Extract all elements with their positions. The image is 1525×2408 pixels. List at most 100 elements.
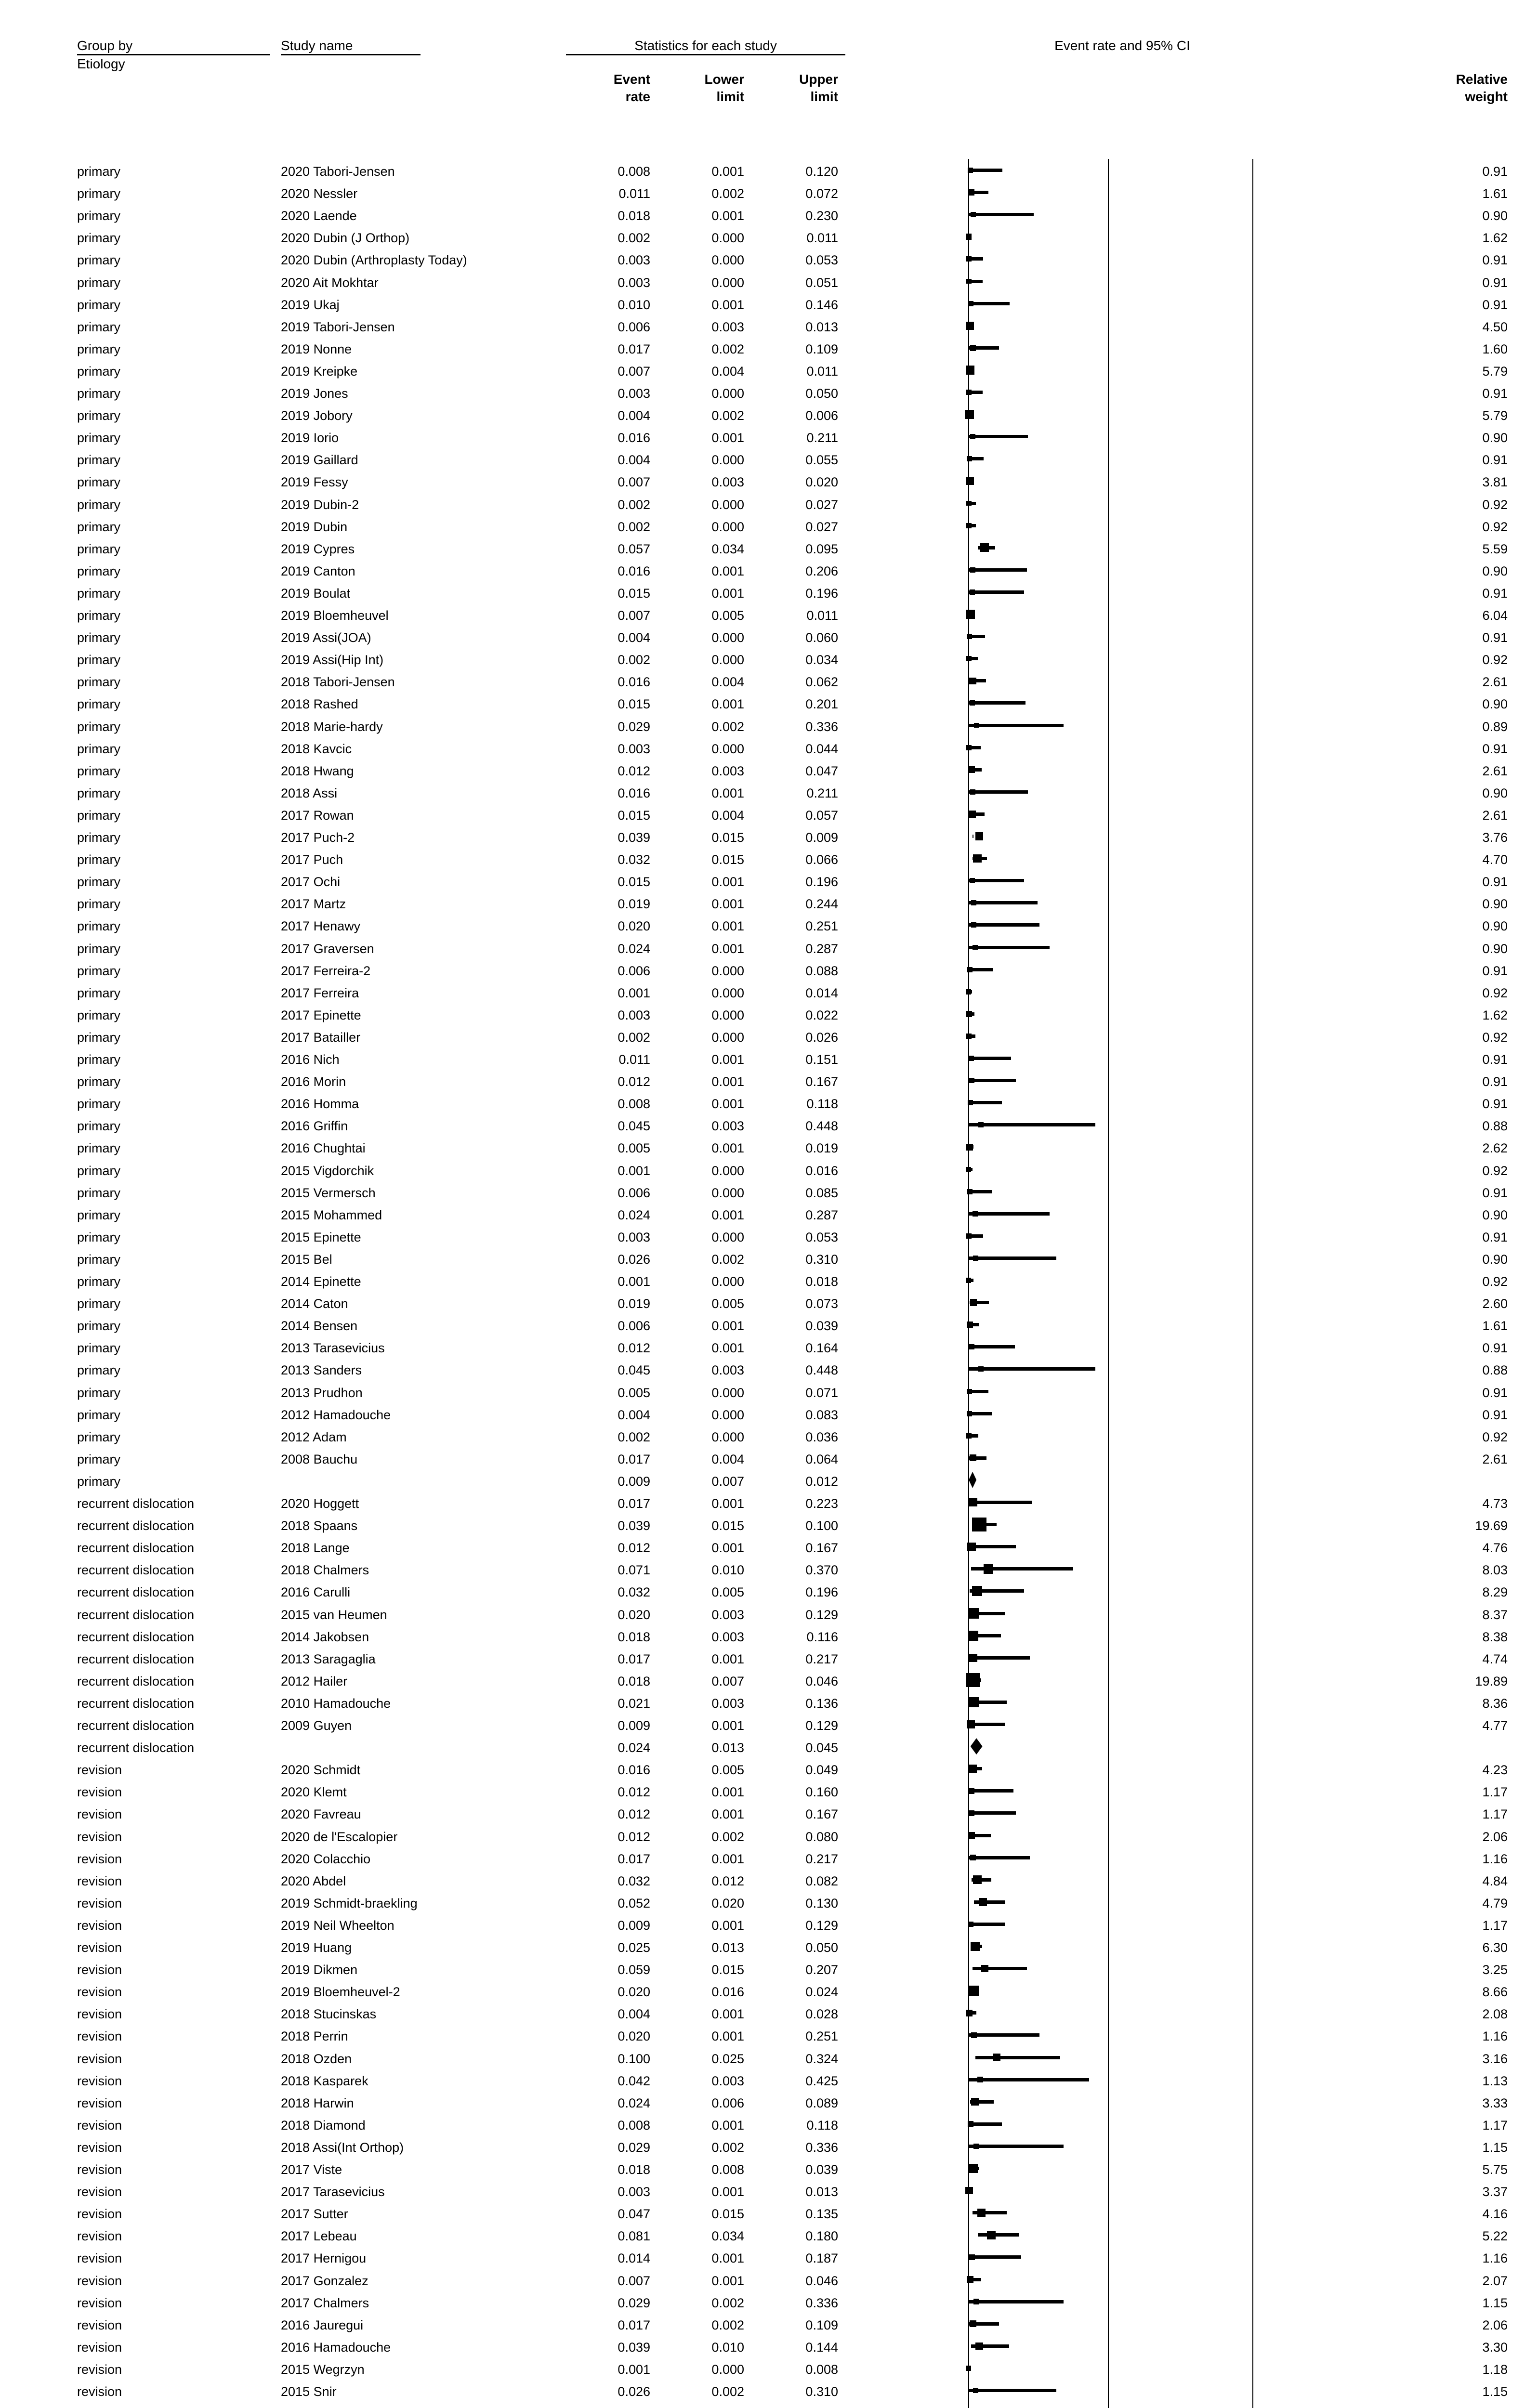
row-upper-limit: 0.050 xyxy=(805,386,838,401)
row-event-rate: 0.012 xyxy=(618,1541,650,1556)
point-estimate-marker xyxy=(968,168,973,173)
forest-row xyxy=(968,1780,1276,1802)
forest-row xyxy=(968,2157,1276,2179)
row-study-name: 2017 Sutter xyxy=(281,2207,348,2222)
forest-row xyxy=(965,225,1276,248)
confidence-interval-line xyxy=(968,2255,1022,2259)
forest-row xyxy=(968,581,1276,603)
row-lower-limit: 0.015 xyxy=(711,1518,744,1533)
lower-limit-header-line1: Lower xyxy=(704,72,744,87)
table-row: primary 2019 Canton 0.016 0.001 0.206 0.90 xyxy=(0,560,1525,582)
table-row: primary 2014 Caton 0.019 0.005 0.073 2.60 xyxy=(0,1293,1525,1315)
row-event-rate: 0.026 xyxy=(618,2384,650,2399)
point-estimate-marker xyxy=(966,1278,972,1283)
row-upper-limit: 0.082 xyxy=(805,1873,838,1888)
row-group-label: revision xyxy=(77,1963,122,1977)
point-estimate-marker xyxy=(970,700,975,706)
row-lower-limit: 0.003 xyxy=(711,475,744,490)
point-estimate-marker xyxy=(969,677,976,684)
forest-row xyxy=(966,314,1276,337)
row-group-label: revision xyxy=(77,2273,122,2288)
row-upper-limit: 0.085 xyxy=(805,1185,838,1200)
row-group-label: recurrent dislocation xyxy=(77,1607,195,1622)
row-group-label: revision xyxy=(77,1785,122,1800)
row-study-name: 2020 Abdel xyxy=(281,1873,346,1888)
row-upper-limit: 0.244 xyxy=(805,897,838,912)
row-group-label: primary xyxy=(77,1097,121,1112)
forest-row xyxy=(967,958,1276,981)
row-event-rate: 0.002 xyxy=(618,1429,650,1444)
row-relative-weight: 8.38 xyxy=(1482,1629,1508,1644)
row-lower-limit: 0.001 xyxy=(711,2273,744,2288)
row-lower-limit: 0.001 xyxy=(711,1052,744,1067)
row-upper-limit: 0.167 xyxy=(805,1807,838,1822)
row-upper-limit: 0.055 xyxy=(805,453,838,468)
row-group-label: primary xyxy=(77,719,121,734)
row-upper-limit: 0.187 xyxy=(805,2251,838,2266)
row-relative-weight: 1.17 xyxy=(1482,1785,1508,1800)
row-lower-limit: 0.001 xyxy=(711,941,744,956)
forest-row xyxy=(968,1113,1276,1136)
row-group-label: revision xyxy=(77,1896,122,1911)
row-group-label: primary xyxy=(77,497,121,512)
row-event-rate: 0.004 xyxy=(618,408,650,423)
row-study-name: 2019 Bloemheuvel-2 xyxy=(281,1985,400,2000)
row-relative-weight: 3.81 xyxy=(1482,475,1508,490)
row-relative-weight: 2.61 xyxy=(1482,1452,1508,1466)
point-estimate-marker xyxy=(968,766,975,773)
row-lower-limit: 0.034 xyxy=(711,2229,744,2244)
row-lower-limit: 0.001 xyxy=(711,1074,744,1089)
forest-row xyxy=(966,2002,1276,2024)
confidence-interval-line xyxy=(968,169,1002,172)
row-event-rate: 0.002 xyxy=(618,497,650,512)
row-upper-limit: 0.196 xyxy=(805,875,838,890)
row-relative-weight: 0.92 xyxy=(1482,497,1508,512)
confidence-interval-line xyxy=(968,301,1010,305)
row-upper-limit: 0.046 xyxy=(805,2273,838,2288)
table-row: revision 2020 de l'Escalopier 0.012 0.002 0.… xyxy=(0,1826,1525,1848)
row-upper-limit: 0.009 xyxy=(805,830,838,845)
row-relative-weight: 5.22 xyxy=(1482,2229,1508,2244)
row-event-rate: 0.007 xyxy=(618,475,650,490)
row-event-rate: 0.008 xyxy=(618,1097,650,1112)
confidence-interval-line xyxy=(968,1501,1032,1504)
point-estimate-marker xyxy=(969,1056,974,1061)
point-estimate-marker xyxy=(977,2209,986,2217)
row-event-rate: 0.020 xyxy=(618,919,650,934)
row-lower-limit: 0.015 xyxy=(711,852,744,867)
row-lower-limit: 0.000 xyxy=(711,1407,744,1422)
point-estimate-marker xyxy=(968,1921,974,1927)
row-event-rate: 0.029 xyxy=(618,719,650,734)
row-group-label: primary xyxy=(77,653,121,667)
table-row: primary 2017 Graversen 0.024 0.001 0.287 0.90 xyxy=(0,938,1525,960)
confidence-interval-line xyxy=(969,2300,1064,2303)
row-lower-limit: 0.000 xyxy=(711,1230,744,1244)
confidence-interval-line xyxy=(973,1900,1005,1904)
row-upper-limit: 0.211 xyxy=(806,785,838,800)
table-row: primary 2019 Kreipke 0.007 0.004 0.011 5.79 xyxy=(0,360,1525,382)
confidence-interval-line xyxy=(968,257,984,261)
confidence-interval-line xyxy=(968,501,976,505)
table-row: primary 2020 Nessler 0.011 0.002 0.072 1.61 xyxy=(0,183,1525,205)
row-group-label: primary xyxy=(77,1363,121,1378)
row-lower-limit: 0.001 xyxy=(711,785,744,800)
row-study-name: 2019 Tabori-Jensen xyxy=(281,319,395,334)
row-upper-limit: 0.034 xyxy=(805,653,838,667)
point-estimate-marker xyxy=(966,656,972,662)
row-group-label: primary xyxy=(77,1163,121,1178)
row-study-name: 2008 Bauchu xyxy=(281,1452,358,1466)
confidence-interval-line xyxy=(968,391,983,394)
group-by-header: Group by xyxy=(77,39,270,56)
row-study-name: 2018 Hwang xyxy=(281,763,354,778)
forest-row xyxy=(966,381,1276,403)
row-event-rate: 0.012 xyxy=(618,1785,650,1800)
row-relative-weight: 1.15 xyxy=(1482,2140,1508,2155)
row-upper-limit: 0.073 xyxy=(805,1296,838,1311)
row-event-rate: 0.025 xyxy=(618,1940,650,1955)
row-lower-limit: 0.025 xyxy=(711,2051,744,2066)
point-estimate-marker xyxy=(966,634,972,640)
row-study-name: 2018 Tabori-Jensen xyxy=(281,675,395,690)
forest-row xyxy=(968,781,1276,803)
row-study-name: 2019 Nonne xyxy=(281,341,352,356)
row-event-rate: 0.006 xyxy=(618,319,650,334)
